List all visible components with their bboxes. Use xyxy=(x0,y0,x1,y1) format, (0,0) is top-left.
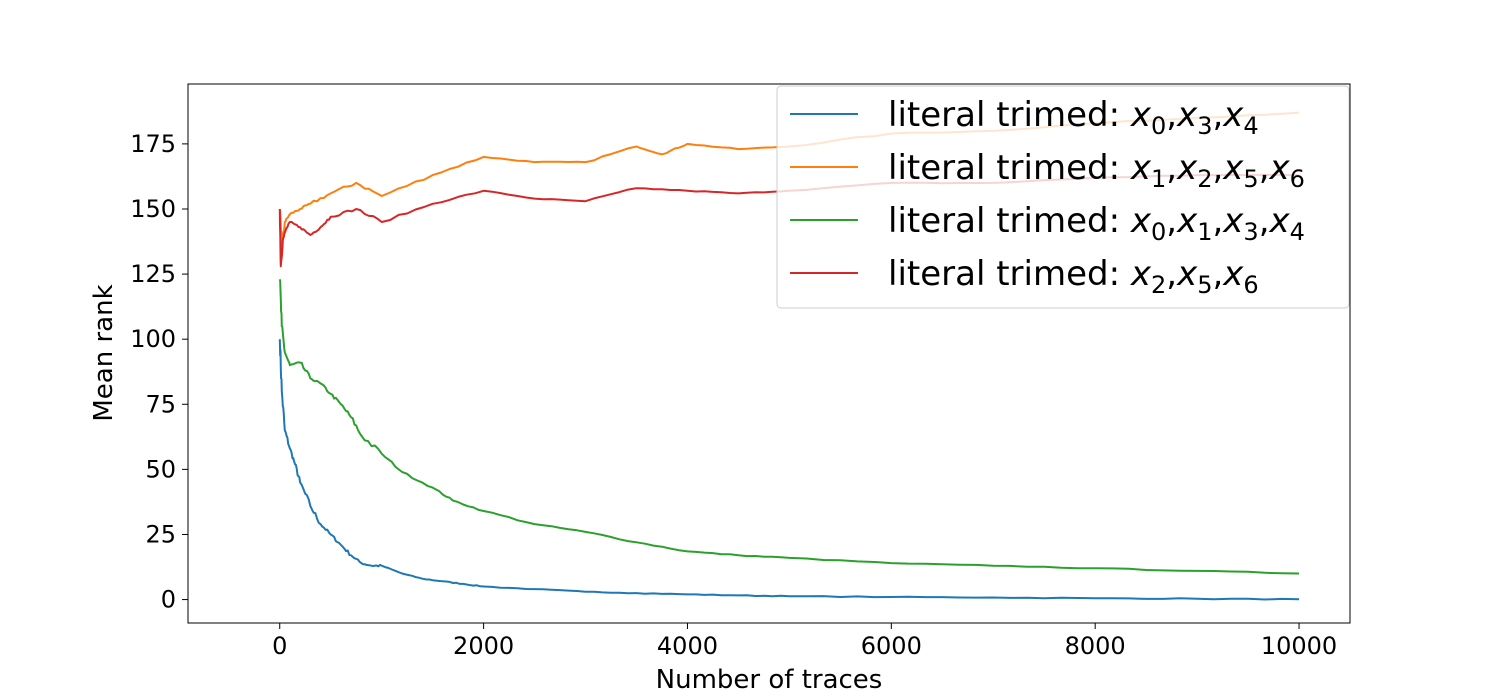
y-axis: 0 25 50 75 100 125 150 175 xyxy=(130,130,188,614)
x-axis: 0 2000 4000 6000 8000 10000 xyxy=(272,623,1337,660)
legend-label-2: literal trimed: x0,x1,x3,x4 xyxy=(888,201,1305,246)
legend-label-3: literal trimed: x2,x5,x6 xyxy=(888,254,1259,299)
y-tick-label-5: 125 xyxy=(130,260,176,288)
x-tick-label-2: 4000 xyxy=(657,632,718,660)
y-tick-label-3: 75 xyxy=(145,390,176,418)
y-tick-label-0: 0 xyxy=(161,586,176,614)
x-tick-label-3: 6000 xyxy=(861,632,922,660)
x-tick-label-4: 8000 xyxy=(1065,632,1126,660)
y-tick-label-1: 25 xyxy=(145,520,176,548)
legend-label-0: literal trimed: x0,x3,x4 xyxy=(888,95,1259,140)
x-axis-label: Number of traces xyxy=(656,665,883,695)
legend-label-1: literal trimed: x1,x2,x5,x6 xyxy=(888,148,1305,193)
plot-frame xyxy=(187,83,1351,624)
x-tick-label-5: 10000 xyxy=(1261,632,1337,660)
series-line-2 xyxy=(278,279,1300,575)
series-layer xyxy=(278,111,1300,601)
y-axis-label: Mean rank xyxy=(89,284,119,421)
y-tick-label-4: 100 xyxy=(130,325,176,353)
legend: literal trimed: x0,x3,x4 literal trimed: … xyxy=(776,85,1350,309)
y-tick-label-2: 50 xyxy=(145,455,176,483)
y-tick-label-6: 150 xyxy=(130,195,176,223)
legend-box xyxy=(776,85,1350,309)
y-tick-label-7: 175 xyxy=(130,130,176,158)
x-tick-label-1: 2000 xyxy=(453,632,514,660)
series-line-0 xyxy=(278,339,1300,601)
x-tick-label-0: 0 xyxy=(272,632,287,660)
